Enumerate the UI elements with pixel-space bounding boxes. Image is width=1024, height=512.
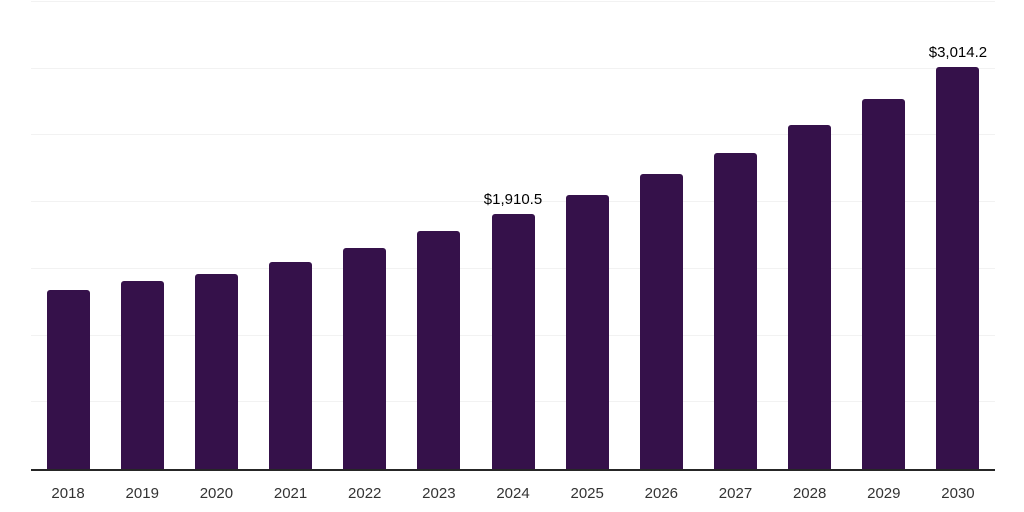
bar-2028[interactable]: [788, 125, 832, 469]
bar-value-label-2030: $3,014.2: [928, 43, 988, 61]
bar-2030[interactable]: [936, 66, 980, 469]
bar-2020[interactable]: [194, 274, 238, 469]
bar-2025[interactable]: [565, 195, 609, 469]
gridline: [31, 201, 995, 203]
x-tick-label-2022: 2022: [348, 485, 382, 502]
bar-2022[interactable]: [343, 247, 387, 469]
bar-2027[interactable]: [713, 152, 757, 469]
bar-2026[interactable]: [639, 174, 683, 469]
gridline: [31, 134, 995, 136]
x-axis-labels: 2018 2019 2020 2021 2022 2023 2024 2025 2026 2027…: [31, 485, 995, 502]
bar-2024[interactable]: [491, 214, 535, 469]
x-tick-label-2021: 2021: [273, 485, 308, 502]
x-tick-label-2030: 2030: [941, 485, 975, 502]
x-tick-label-2026: 2026: [644, 485, 679, 502]
gridline: [31, 1, 995, 2]
bar-2029[interactable]: [862, 98, 906, 469]
bar-2018[interactable]: [46, 289, 90, 469]
x-tick-label-2029: 2029: [867, 485, 901, 502]
x-tick-label-2018: 2018: [51, 485, 85, 502]
x-tick-label-2025: 2025: [570, 485, 604, 502]
plot-area: $1,910.5 $3,014.2: [31, 1, 995, 469]
gridline: [31, 67, 995, 69]
x-axis-line: [31, 469, 995, 471]
bar-value-label-2024: $1,910.5: [483, 191, 543, 209]
bar-2023[interactable]: [417, 230, 461, 469]
x-tick-label-2027: 2027: [718, 485, 753, 502]
x-tick-label-2023: 2023: [422, 485, 456, 502]
bar-2019[interactable]: [120, 280, 164, 469]
bar-2021[interactable]: [269, 261, 313, 469]
x-tick-label-2020: 2020: [199, 485, 234, 502]
x-tick-label-2024: 2024: [496, 485, 530, 502]
x-tick-label-2028: 2028: [792, 485, 827, 502]
x-tick-label-2019: 2019: [125, 485, 159, 502]
